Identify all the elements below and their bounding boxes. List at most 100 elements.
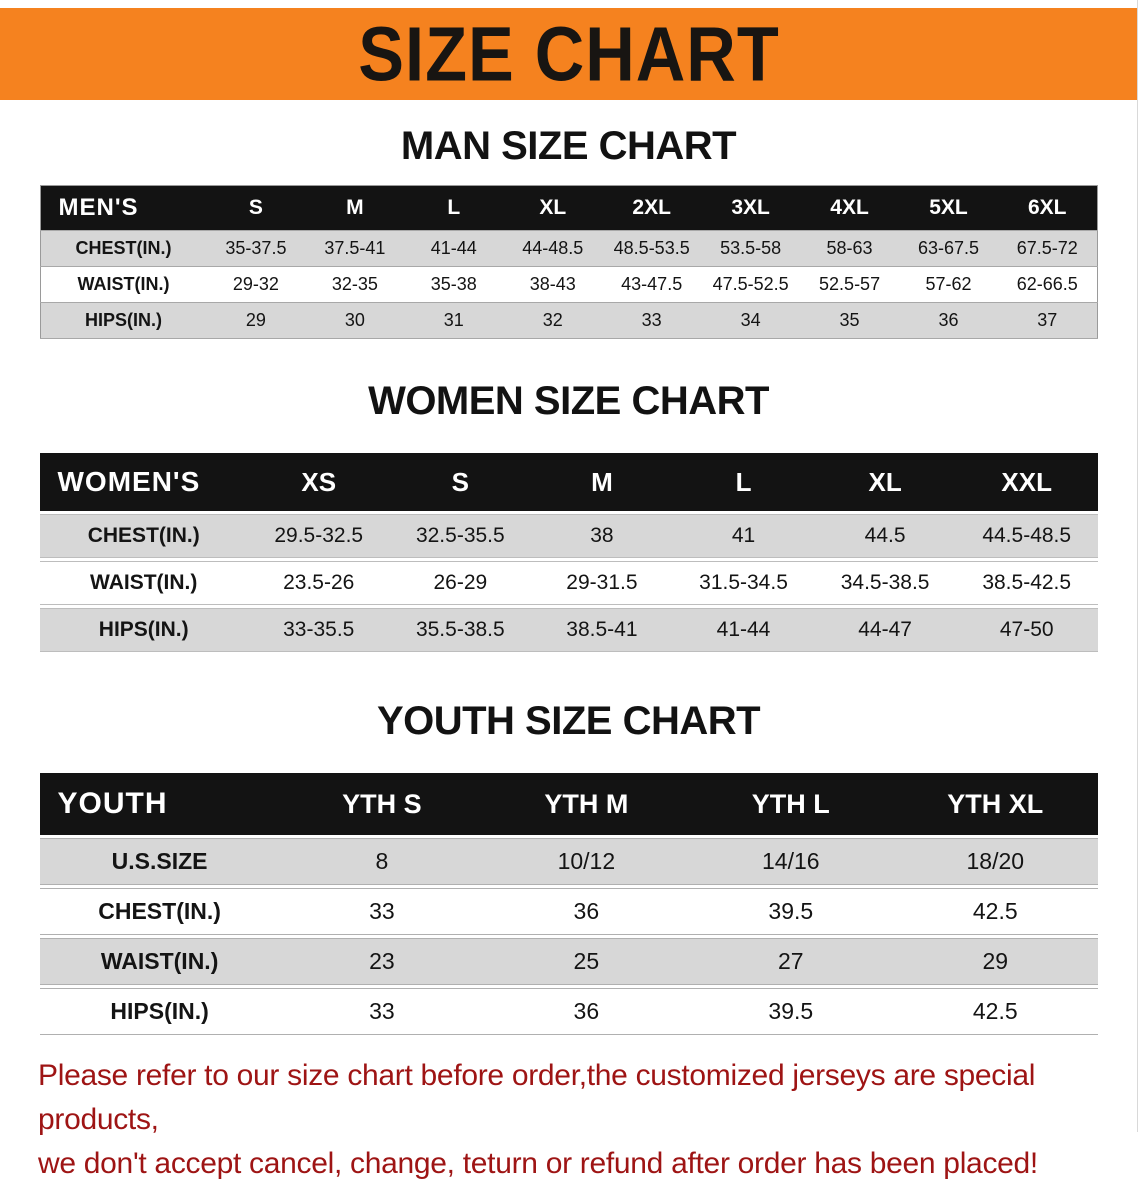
size-value-cell: 33-35.5 (247, 608, 390, 652)
size-value-cell: 44-47 (814, 608, 956, 652)
size-value-cell: 43-47.5 (602, 266, 702, 303)
measurement-row: WAIST(IN.) 29-32 32-35 35-38 38-43 43-47.5 47.… (40, 266, 1097, 303)
size-header-cell: 5XL (899, 185, 998, 231)
size-value-cell: 23.5-26 (247, 561, 390, 605)
size-value-cell: 52.5-57 (800, 266, 900, 303)
size-value-cell: 26-29 (389, 561, 532, 605)
size-value-cell: 38 (531, 514, 673, 558)
size-value-cell: 18/20 (893, 838, 1098, 885)
men-header-row: MEN'S S M L XL 2XL 3XL 4XL 5XL 6XL (40, 185, 1097, 231)
size-value-cell: 33 (279, 888, 485, 935)
size-header-cell: L (404, 185, 504, 231)
size-value-cell: 23 (279, 938, 485, 985)
size-value-cell: 39.5 (688, 988, 894, 1035)
size-value-cell: 14/16 (688, 838, 894, 885)
size-header-cell: 6XL (997, 185, 1097, 231)
size-value-cell: 63-67.5 (899, 230, 998, 267)
row-label-cell: U.S.SIZE (39, 838, 280, 885)
women-section-title: WOMEN SIZE CHART (368, 379, 769, 423)
size-value-cell: 39.5 (688, 888, 894, 935)
size-chart-banner: SIZE CHART (0, 8, 1137, 100)
size-header-cell: S (389, 453, 532, 511)
size-value-cell: 67.5-72 (997, 230, 1097, 267)
size-value-cell: 38.5-42.5 (955, 561, 1098, 605)
size-value-cell: 48.5-53.5 (602, 230, 702, 267)
size-value-cell: 37.5-41 (305, 230, 405, 267)
size-value-cell: 47-50 (955, 608, 1098, 652)
men-size-table: MEN'S S M L XL 2XL 3XL 4XL 5XL 6XL CHEST(IN.) 35-37… (39, 185, 1098, 339)
size-header-cell: 4XL (800, 185, 900, 231)
size-value-cell: 38-43 (503, 266, 603, 303)
youth-table-label: YOUTH (39, 773, 280, 835)
size-value-cell: 33 (279, 988, 485, 1035)
size-value-cell: 32 (503, 302, 603, 339)
youth-size-section: YOUTH SIZE CHART YOUTH YTH S YTH M YTH L YTH… (0, 699, 1137, 1038)
size-header-cell: M (531, 453, 673, 511)
size-value-cell: 29-31.5 (531, 561, 673, 605)
size-header-cell: YTH XL (893, 773, 1098, 835)
row-label-cell: CHEST(IN.) (40, 230, 207, 267)
size-value-cell: 10/12 (484, 838, 689, 885)
size-value-cell: 42.5 (893, 988, 1098, 1035)
size-value-cell: 58-63 (800, 230, 900, 267)
size-value-cell: 32-35 (305, 266, 405, 303)
size-value-cell: 29.5-32.5 (247, 514, 390, 558)
size-value-cell: 36 (899, 302, 998, 339)
measurement-row: HIPS(IN.) 29 30 31 32 33 34 35 36 37 (40, 302, 1097, 339)
size-value-cell: 41 (672, 514, 815, 558)
size-value-cell: 35.5-38.5 (389, 608, 532, 652)
size-value-cell: 44.5 (814, 514, 956, 558)
measurement-row: WAIST(IN.) 23.5-26 26-29 29-31.5 31.5-34.5 34… (39, 561, 1098, 605)
size-value-cell: 41-44 (404, 230, 504, 267)
row-label-cell: WAIST(IN.) (40, 266, 207, 303)
page-title: SIZE CHART (357, 11, 780, 97)
youth-size-table: YOUTH YTH S YTH M YTH L YTH XL U.S.SIZE 8 10/12… (39, 770, 1098, 1038)
size-value-cell: 35-37.5 (206, 230, 306, 267)
size-value-cell: 29 (893, 938, 1098, 985)
size-value-cell: 35-38 (404, 266, 504, 303)
men-table-label: MEN'S (40, 185, 207, 231)
row-label-cell: CHEST(IN.) (39, 888, 280, 935)
size-value-cell: 34 (701, 302, 801, 339)
youth-header-row: YOUTH YTH S YTH M YTH L YTH XL (39, 773, 1098, 835)
size-header-cell: XS (247, 453, 390, 511)
size-header-cell: 3XL (701, 185, 801, 231)
size-value-cell: 31 (404, 302, 504, 339)
size-header-cell: L (672, 453, 815, 511)
row-label-cell: WAIST(IN.) (39, 938, 280, 985)
size-value-cell: 25 (484, 938, 689, 985)
size-value-cell: 47.5-52.5 (701, 266, 801, 303)
size-header-cell: M (305, 185, 405, 231)
size-value-cell: 36 (484, 888, 689, 935)
size-header-cell: XXL (955, 453, 1098, 511)
women-table-label: WOMEN'S (39, 453, 248, 511)
size-value-cell: 36 (484, 988, 689, 1035)
size-value-cell: 27 (688, 938, 894, 985)
size-value-cell: 34.5-38.5 (814, 561, 956, 605)
row-label-cell: CHEST(IN.) (39, 514, 248, 558)
men-section-title: MAN SIZE CHART (400, 124, 737, 168)
size-value-cell: 8 (279, 838, 485, 885)
measurement-row: HIPS(IN.) 33-35.5 35.5-38.5 38.5-41 41-44 44-… (39, 608, 1098, 652)
women-header-row: WOMEN'S XS S M L XL XXL (39, 453, 1098, 511)
row-label-cell: WAIST(IN.) (39, 561, 248, 605)
size-header-cell: XL (814, 453, 956, 511)
measurement-row: CHEST(IN.) 29.5-32.5 32.5-35.5 38 41 44.5 44.5… (39, 514, 1098, 558)
size-value-cell: 29-32 (206, 266, 306, 303)
size-value-cell: 30 (305, 302, 405, 339)
size-header-cell: YTH M (484, 773, 689, 835)
size-header-cell: S (206, 185, 306, 231)
youth-section-title: YOUTH SIZE CHART (376, 699, 761, 743)
size-value-cell: 57-62 (899, 266, 998, 303)
size-value-cell: 31.5-34.5 (672, 561, 815, 605)
row-label-cell: HIPS(IN.) (40, 302, 207, 339)
measurement-row: U.S.SIZE 8 10/12 14/16 18/20 (39, 838, 1098, 885)
size-value-cell: 62-66.5 (997, 266, 1097, 303)
size-value-cell: 38.5-41 (531, 608, 673, 652)
measurement-row: WAIST(IN.) 23 25 27 29 (39, 938, 1098, 985)
size-value-cell: 35 (800, 302, 900, 339)
size-header-cell: XL (503, 185, 603, 231)
size-value-cell: 33 (602, 302, 702, 339)
women-size-table: WOMEN'S XS S M L XL XXL CHEST(IN.) 29.5-32.5 32.5… (39, 450, 1098, 655)
